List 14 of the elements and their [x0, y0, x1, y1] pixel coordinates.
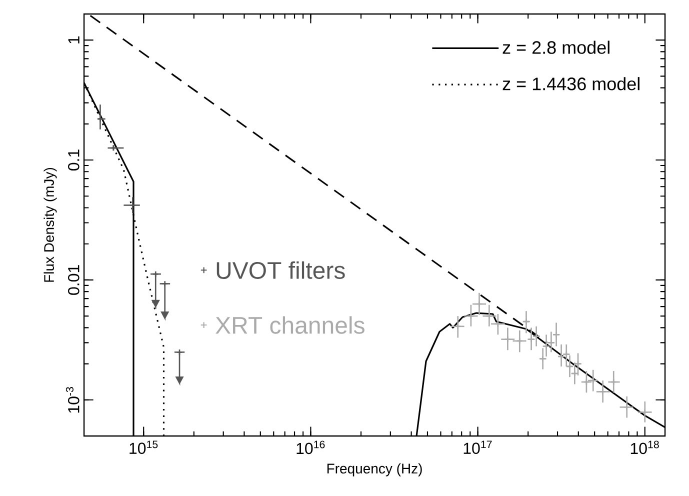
y-tick-label: 0.1	[68, 150, 80, 171]
x-axis-title: Frequency (Hz)	[327, 463, 422, 476]
x-tick-label: 10$^{16}$	[296, 440, 325, 454]
y-tick-label: 0.01	[68, 265, 80, 295]
legend-label: z = 1.4436 model	[502, 77, 640, 90]
y-tick-label: 1	[68, 36, 80, 44]
y-tick-label: 10$^{-3}$	[66, 387, 80, 413]
legend-label: XRT channels	[216, 316, 364, 334]
y-axis-title: Flux Density (mJy)	[44, 168, 57, 282]
x-tick-label: 10$^{15}$	[130, 440, 158, 454]
legend-label: z = 2.8 model	[502, 40, 610, 54]
x-tick-label: 10$^{17}$	[464, 440, 492, 454]
legend-label: UVOT filters	[216, 261, 345, 279]
x-tick-label: 10$^{18}$	[630, 440, 659, 454]
